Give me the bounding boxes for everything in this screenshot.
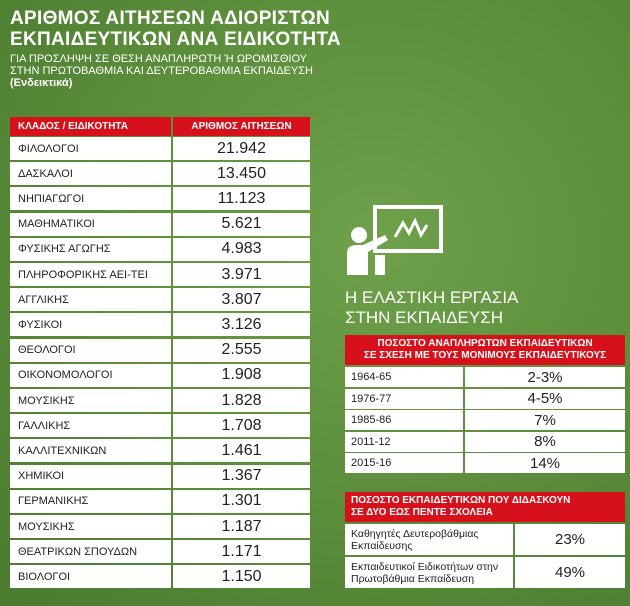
period: 2011-12	[345, 431, 463, 452]
subtitle: ΓΙΑ ΠΡΟΣΛΗΨΗ ΣΕ ΘΕΣΗ ΑΝΑΠΛΗΡΩΤΗ Ή ΩΡΟΜΙΣ…	[10, 53, 307, 65]
count: 1.171	[173, 540, 310, 564]
table-header: ΣΕ ΔΥΟ ΕΩΣ ΠΕΝΤΕ ΣΧΟΛΕΙΑ	[351, 506, 493, 518]
count: 1.908	[173, 363, 310, 387]
count: 3.126	[173, 313, 310, 337]
count: 11.123	[173, 187, 310, 211]
category: ΘΕΑΤΡΙΚΩΝ ΣΠΟΥΔΩΝ	[10, 540, 171, 564]
category: ΜΟΥΣΙΚΗΣ	[10, 515, 171, 538]
teacher-icon	[347, 205, 443, 275]
category: ΜΑΘΗΜΑΤΙΚΟΙ	[10, 212, 171, 236]
percent: 4-5%	[465, 388, 625, 409]
category: ΧΗΜΙΚΟΙ	[10, 464, 171, 488]
title: ΑΡΙΘΜΟΣ ΑΙΤΗΣΕΩΝ ΑΔΙΟΡΙΣΤΩΝ	[10, 8, 331, 29]
period: 1985-86	[345, 410, 463, 430]
percent: 8%	[465, 431, 625, 452]
header-bg	[345, 335, 625, 365]
count: 1.461	[173, 439, 310, 463]
count: 1.187	[173, 515, 310, 538]
column-header: ΑΡΙΘΜΟΣ ΑΙΤΗΣΕΩΝ	[173, 117, 310, 136]
count: 1.150	[173, 565, 310, 589]
count: 5.621	[173, 212, 310, 236]
category: ΦΥΣΙΚΟΙ	[10, 313, 171, 337]
category: ΘΕΟΛΟΓΟΙ	[10, 338, 171, 362]
title: ΕΚΠΑΙΔΕΥΤΙΚΩΝ ΑΝΑ ΕΙΔΙΚΟΤΗΤΑ	[10, 29, 341, 50]
category: ΦΙΛΟΛΟΓΟΙ	[10, 137, 171, 160]
count: 3.971	[173, 263, 310, 286]
percent: 23%	[515, 524, 625, 555]
count: 4.983	[173, 237, 310, 261]
period: 1964-65	[345, 367, 463, 387]
category: ΒΙΟΛΟΓΟΙ	[10, 565, 171, 589]
percent: 7%	[465, 410, 625, 430]
count: 1.828	[173, 389, 310, 412]
period: 2015-16	[345, 453, 463, 473]
section-title: ΣΤΗΝ ΕΚΠΑΙΔΕΥΣΗ	[345, 308, 504, 327]
category: ΟΙΚΟΝΟΜΟΛΟΓΟΙ	[10, 363, 171, 387]
percent: 49%	[515, 557, 625, 588]
category: ΝΗΠΙΑΓΩΓΟΙ	[10, 187, 171, 211]
period: 1976-77	[345, 388, 463, 409]
percent: 2-3%	[465, 367, 625, 387]
category: ΓΕΡΜΑΝΙΚΗΣ	[10, 489, 171, 513]
table-header: ΠΟΣΟΣΤΟ ΑΝΑΠΛΗΡΩΤΩΝ ΕΚΠΑΙΔΕΥΤΙΚΩΝ	[377, 337, 593, 349]
count: 21.942	[173, 137, 310, 160]
subtitle: (Ενδεικτικά)	[10, 77, 73, 89]
group: Εκπαιδευτικοί Ειδικοτήτων στην Πρωτοβάθμ…	[345, 557, 513, 588]
count: 13.450	[173, 162, 310, 186]
category: ΚΑΛΛΙΤΕΧΝΙΚΩΝ	[10, 439, 171, 463]
count: 3.807	[173, 288, 310, 312]
count: 1.367	[173, 464, 310, 488]
column-header: ΚΛΑΔΟΣ / ΕΙΔΙΚΟΤΗΤΑ	[10, 117, 171, 136]
group: Καθηγητές Δευτεροβάθμιας Εκπαίδευσης	[345, 524, 513, 555]
section-title: Η ΕΛΑΣΤΙΚΗ ΕΡΓΑΣΙΑ	[345, 288, 519, 307]
count: 1.301	[173, 489, 310, 513]
category: ΑΓΓΛΙΚΗΣ	[10, 288, 171, 312]
table-header: ΣΕ ΣΧΕΣΗ ΜΕ ΤΟΥΣ ΜΟΝΙΜΟΥΣ ΕΚΠΑΙΔΕΥΤΙΚΟΥΣ	[363, 349, 607, 361]
category: ΠΛΗΡΟΦΟΡΙΚΗΣ ΑΕΙ-ΤΕΙ	[10, 263, 171, 286]
category: ΦΥΣΙΚΗΣ ΑΓΩΓΗΣ	[10, 237, 171, 261]
category: ΜΟΥΣΙΚΗΣ	[10, 389, 171, 412]
category: ΓΑΛΛΙΚΗΣ	[10, 414, 171, 438]
count: 1.708	[173, 414, 310, 438]
count: 2.555	[173, 338, 310, 362]
header-bg	[345, 492, 625, 522]
category: ΔΑΣΚΑΛΟΙ	[10, 162, 171, 186]
percent: 14%	[465, 453, 625, 473]
table-header: ΠΟΣΟΣΤΟ ΕΚΠΑΙΔΕΥΤΙΚΩΝ ΠΟΥ ΔΙΔΑΣΚΟΥΝ	[351, 494, 571, 506]
subtitle: ΣΤΗΝ ΠΡΩΤΟΒΑΘΜΙΑ ΚΑΙ ΔΕΥΤΕΡΟΒΑΘΜΙΑ ΕΚΠΑΙ…	[10, 65, 313, 77]
